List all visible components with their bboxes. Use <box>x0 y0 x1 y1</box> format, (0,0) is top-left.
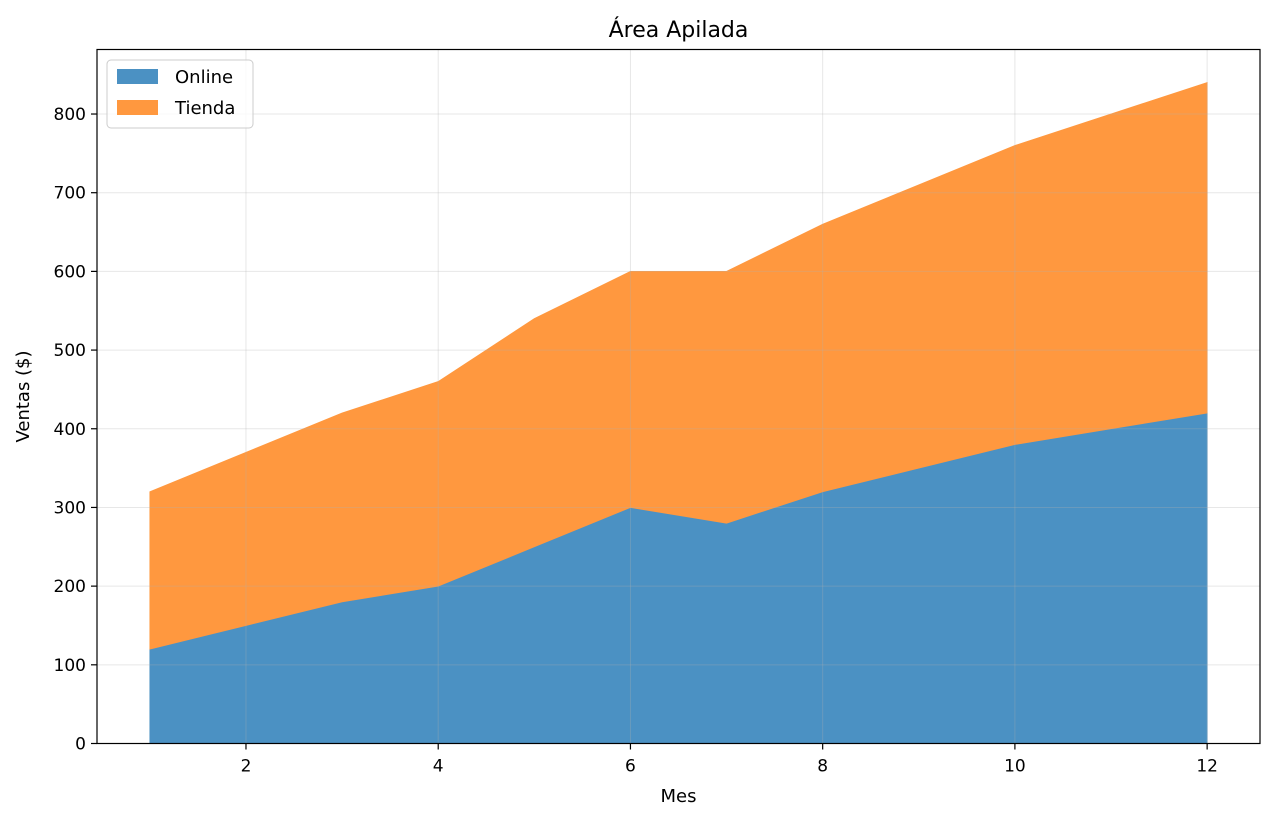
x-tick-label-5: 12 <box>1196 757 1218 777</box>
legend-label-1: Tienda <box>174 98 235 119</box>
y-tick-label-8: 800 <box>54 105 86 125</box>
plot-frame <box>96 48 1261 745</box>
legend-label-0: Online <box>175 67 233 88</box>
x-axis-label: Mes <box>661 786 697 807</box>
x-tick-label-0: 2 <box>241 757 252 777</box>
y-axis-label: Ventas ($) <box>13 350 34 442</box>
plot-area: 2 4 6 8 10 12 0 100 200 300 400 500 600 700 800 <box>54 48 1261 777</box>
y-tick-label-0: 0 <box>75 735 86 755</box>
y-tick-label-6: 600 <box>54 262 86 282</box>
y-tick-label-1: 100 <box>54 656 86 676</box>
x-tick-label-3: 8 <box>817 757 828 777</box>
y-tick-label-2: 200 <box>54 577 86 597</box>
y-tick-label-7: 700 <box>54 184 86 204</box>
y-axis-ticks: 0 100 200 300 400 500 600 700 800 <box>54 105 97 755</box>
legend-swatch-1 <box>117 100 158 115</box>
y-tick-label-4: 400 <box>54 420 86 440</box>
area-series-1 <box>149 81 1208 650</box>
y-tick-label-5: 500 <box>54 341 86 361</box>
legend-swatch-0 <box>117 69 158 84</box>
legend: Online Tienda <box>106 59 254 129</box>
x-tick-label-1: 4 <box>433 757 444 777</box>
x-tick-label-4: 10 <box>1004 757 1026 777</box>
x-axis-ticks: 2 4 6 8 10 12 <box>241 743 1218 777</box>
x-tick-label-2: 6 <box>625 757 636 777</box>
y-tick-label-3: 300 <box>54 498 86 518</box>
chart-title: Área Apilada <box>609 17 749 43</box>
